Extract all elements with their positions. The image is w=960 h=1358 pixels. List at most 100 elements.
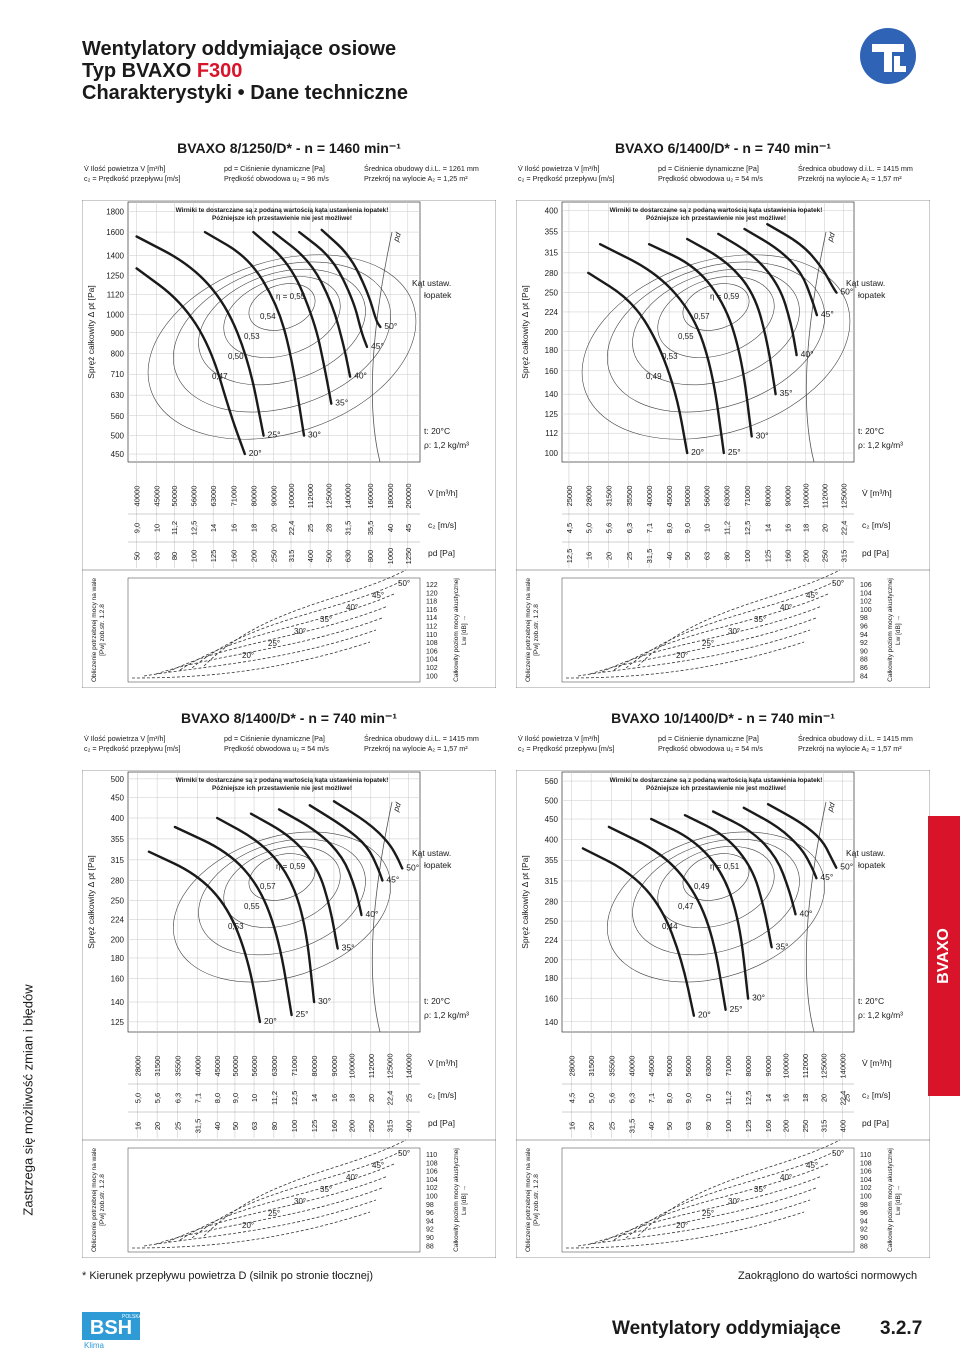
chart-legend: V̇ Ilość powietrza V [m³/h] c₂ = Prędkość… [82,162,496,196]
warning-line-2: Późniejsze ich przestawienie nie jest mo… [646,785,786,792]
noise-tick-label: 98 [860,615,868,622]
x-tick-label: 28000 [584,486,593,507]
noise-tick-label: 102 [860,599,872,606]
c2-tick-label: 14 [310,1094,319,1102]
noise-tick-label: 88 [426,1243,434,1250]
chart-svg: Spręż całkowity Δ pt [Pa]400355315280250… [516,200,930,688]
y-tick-label: 315 [545,248,559,257]
noise-tick-label: 110 [426,632,437,639]
noise-tick-label: 96 [860,1210,868,1217]
noise-tick-label: 94 [860,632,868,639]
y-tick-label: 355 [545,227,559,236]
x-tick-label: 63000 [270,1056,279,1077]
c2-tick-label: 16 [783,524,792,532]
chart-legend: V̇ Ilość powietrza V [m³/h] c₂ = Prędkość… [516,732,930,766]
x-tick-label: 35500 [173,1056,182,1077]
pd-curve-label: pd [391,801,403,814]
fan-curve-40deg [272,230,352,378]
x-tick-label: 180000 [386,483,395,508]
pd-tick-label: 250 [801,1120,810,1133]
fan-curve-25deg [135,235,265,437]
fan-curve-35deg [683,814,773,949]
noise-curve [131,1211,371,1249]
fan-curve-label: 25° [730,1004,743,1014]
legend-pd: pd = Ciśnienie dynamiczne [Pa] [224,164,325,173]
noise-curve [203,569,407,667]
c2-tick-label: 4,5 [567,1093,576,1103]
blade-angle-label-2: łopatek [424,860,452,870]
noise-tick-label: 100 [860,1194,872,1201]
fan-curve-label: 20° [698,1010,711,1020]
side-tab-label: BVAXO [928,816,960,1096]
noise-tick-label: 108 [426,1160,438,1167]
pd-curve-label: pd [391,231,403,244]
c2-tick-label: 16 [330,1094,339,1102]
noise-curve [601,605,823,673]
noise-curve-label: 20° [676,1221,688,1230]
fan-curve-label: 45° [820,872,833,882]
density-label: ρ: 1,2 kg/m³ [858,1010,903,1020]
company-logo-icon [860,28,916,84]
efficiency-label: η = 0,59 [710,292,740,301]
legend-flow: V̇ Ilość powietrza V [m³/h] [84,164,166,173]
power-label-1: Obliczenie potrzebnej mocy na wale [91,1148,98,1252]
y-tick-label: 112 [545,429,558,438]
noise-tick-label: 86 [860,665,868,672]
c2-tick-label: 25 [842,1094,851,1102]
noise-curve-label: 20° [676,651,688,660]
x-tick-label: 63000 [704,1056,713,1077]
noise-curve [167,1175,389,1243]
y-tick-label: 450 [545,815,559,824]
fan-curve-20deg [581,847,696,1017]
pd-tick-label: 50 [665,1122,674,1130]
efficiency-contour [198,268,366,386]
x-tick-label: 112000 [821,484,830,508]
legend-diameter: Średnica obudowy d.i.L. = 1415 mm [798,164,913,173]
blade-angle-label: Kąt ustaw. [846,278,885,288]
x-tick-label: 50000 [665,1056,674,1077]
c2-tick-label: 6,3 [173,1093,182,1103]
unit-c2-label: c₂ [m/s] [428,1090,456,1100]
x-tick-label: 28000 [133,1056,142,1077]
x-tick-label: 28000 [567,1056,576,1077]
unit-flow-label: V̇ [m³/h] [862,1058,892,1068]
c2-tick-label: 40 [386,524,395,532]
unit-pd-label: pd [Pa] [862,1118,889,1128]
power-label-2: [Pw] zob.str. 1.2.8 [533,604,540,656]
c2-tick-label: 5,6 [604,523,613,533]
y-tick-label: 1600 [106,228,124,237]
warning-line-1: Wirniki te dostarczane są z podaną warto… [176,777,389,784]
unit-flow-label: V̇ [m³/h] [862,488,892,498]
c2-tick-label: 10 [250,1094,259,1102]
temperature-label: t: 20°C [424,996,450,1006]
c2-tick-label: 12,5 [743,521,752,536]
pd-tick-label: 20 [604,552,613,560]
power-label-1: Obliczenie potrzebnej mocy na wale [91,578,98,682]
c2-tick-label: 20 [819,1094,828,1102]
power-label-1: Obliczenie potrzebnej mocy na wale [525,578,532,682]
pd-tick-label: 250 [821,550,830,563]
c2-tick-label: 9,0 [684,1093,693,1103]
c2-tick-label: 22,4 [385,1091,394,1106]
noise-curve [155,1187,383,1245]
x-tick-label: 80000 [310,1056,319,1077]
c2-tick-label: 8,0 [665,1093,674,1103]
y-tick-label: 280 [545,897,559,906]
noise-curve [613,1163,829,1241]
noise-tick-label: 88 [860,657,868,664]
x-tick-label: 40000 [193,1056,202,1077]
y-tick-label: 140 [111,998,125,1007]
noise-curve [143,1199,377,1247]
c2-tick-label: 11,2 [270,1091,279,1105]
y-tick-label: 200 [111,936,125,945]
unit-c2-label: c₂ [m/s] [428,520,456,530]
legend-c2: c₂ = Prędkość przepływu [m/s] [518,174,615,183]
noise-curve-label: 45° [372,1161,384,1170]
c2-tick-label: 4,5 [565,523,574,533]
fan-curve-label: 50° [840,862,853,872]
noise-tick-label: 96 [426,1210,434,1217]
fan-curve-20deg [587,271,689,455]
chart-panel-2: BVAXO 6/1400/D* - n = 740 min⁻¹ V̇ Ilość … [516,136,930,696]
noise-label-1: Całkowity poziom mocy akustycznej [453,1148,460,1252]
c2-tick-label: 5,0 [133,1093,142,1103]
